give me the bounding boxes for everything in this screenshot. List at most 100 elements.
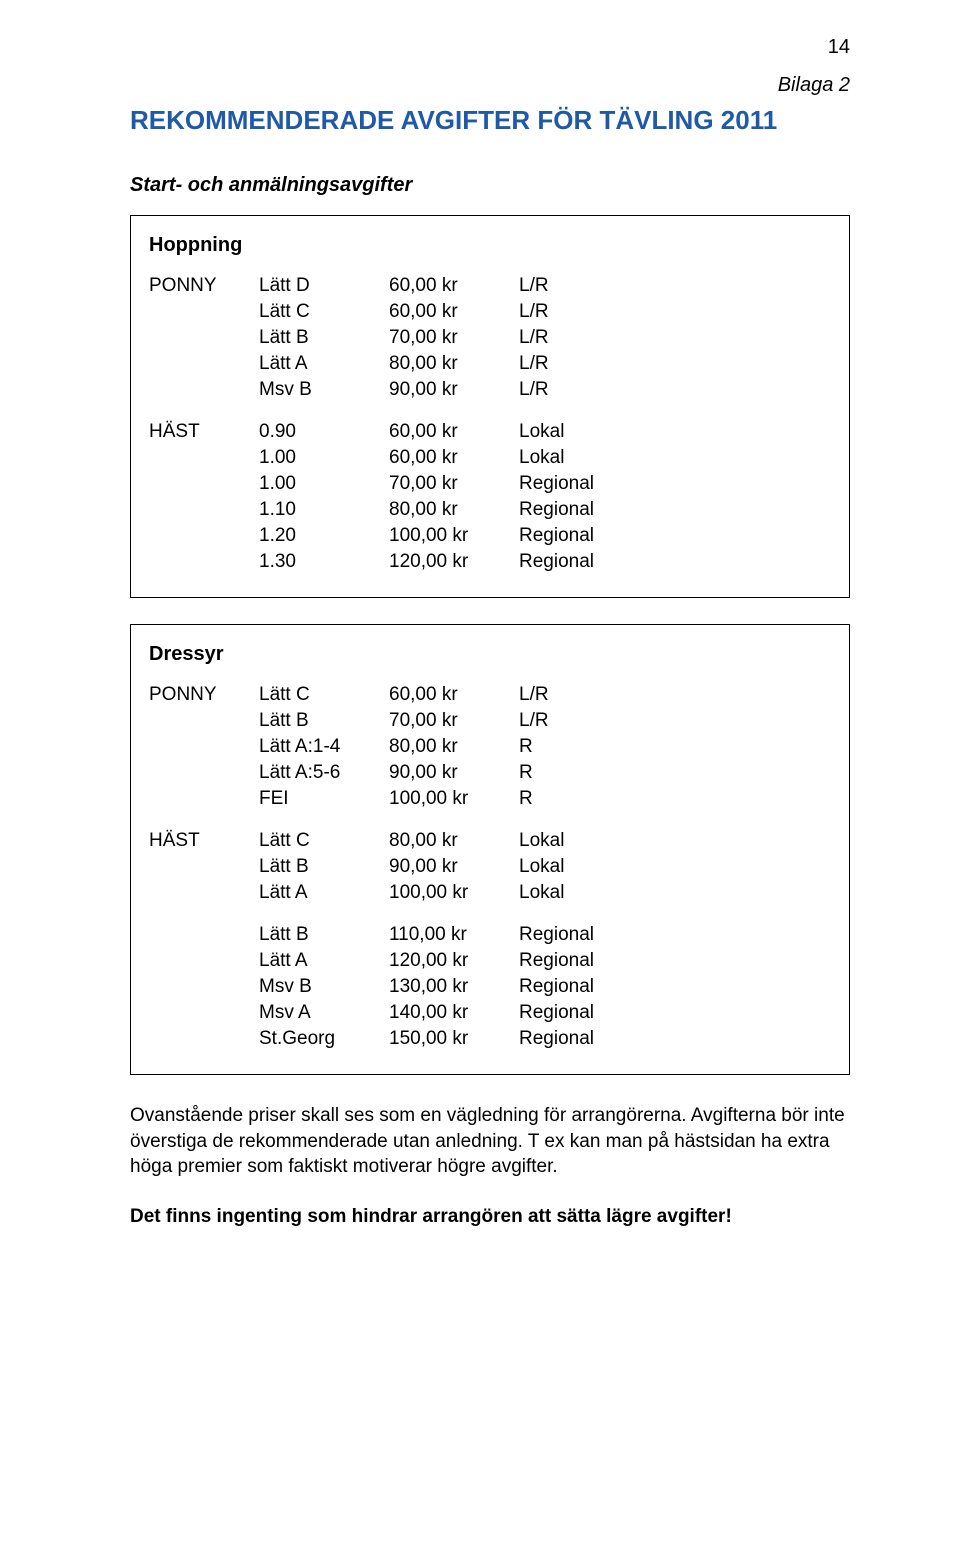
class-cell: FEI: [259, 786, 389, 812]
price-cell: 100,00 kr: [389, 523, 519, 549]
dressyr-table: PONNY Lätt C 60,00 kr L/R Lätt B 70,00 k…: [149, 682, 829, 1052]
table-row: Lätt A 100,00 kr Lokal: [149, 880, 829, 906]
price-cell: 90,00 kr: [389, 854, 519, 880]
table-row: Lätt B 70,00 kr L/R: [149, 708, 829, 734]
page-number: 14: [828, 36, 850, 59]
scope-cell: R: [519, 786, 829, 812]
scope-cell: R: [519, 760, 829, 786]
scope-cell: Regional: [519, 549, 829, 575]
scope-cell: Regional: [519, 523, 829, 549]
hoppning-heading: Hoppning: [149, 234, 829, 257]
scope-cell: Lokal: [519, 828, 829, 854]
class-cell: Lätt B: [259, 922, 389, 948]
scope-cell: Lokal: [519, 419, 829, 445]
scope-cell: L/R: [519, 351, 829, 377]
price-cell: 60,00 kr: [389, 419, 519, 445]
table-row: Msv B 90,00 kr L/R: [149, 377, 829, 403]
hoppning-table: PONNY Lätt D 60,00 kr L/R Lätt C 60,00 k…: [149, 273, 829, 575]
table-row: 1.10 80,00 kr Regional: [149, 497, 829, 523]
price-cell: 130,00 kr: [389, 974, 519, 1000]
table-row: PONNY Lätt C 60,00 kr L/R: [149, 682, 829, 708]
class-cell: St.Georg: [259, 1026, 389, 1052]
table-row: 1.30 120,00 kr Regional: [149, 549, 829, 575]
class-cell: 1.20: [259, 523, 389, 549]
price-cell: 150,00 kr: [389, 1026, 519, 1052]
class-cell: Lätt C: [259, 828, 389, 854]
price-cell: 100,00 kr: [389, 880, 519, 906]
table-row: Msv A 140,00 kr Regional: [149, 1000, 829, 1026]
scope-cell: L/R: [519, 682, 829, 708]
class-cell: Lätt C: [259, 299, 389, 325]
dressyr-heading: Dressyr: [149, 643, 829, 666]
scope-cell: L/R: [519, 377, 829, 403]
table-row: Lätt A 120,00 kr Regional: [149, 948, 829, 974]
price-cell: 80,00 kr: [389, 734, 519, 760]
price-cell: 80,00 kr: [389, 351, 519, 377]
scope-cell: L/R: [519, 708, 829, 734]
scope-cell: Regional: [519, 1026, 829, 1052]
table-row: Lätt B 70,00 kr L/R: [149, 325, 829, 351]
price-cell: 80,00 kr: [389, 828, 519, 854]
price-cell: 70,00 kr: [389, 471, 519, 497]
price-cell: 60,00 kr: [389, 299, 519, 325]
table-row: Lätt A:1-4 80,00 kr R: [149, 734, 829, 760]
class-cell: Lätt D: [259, 273, 389, 299]
table-row: HÄST Lätt C 80,00 kr Lokal: [149, 828, 829, 854]
class-cell: 1.10: [259, 497, 389, 523]
price-cell: 70,00 kr: [389, 325, 519, 351]
class-cell: 1.30: [259, 549, 389, 575]
table-row: Lätt B 110,00 kr Regional: [149, 922, 829, 948]
class-cell: Lätt A: [259, 948, 389, 974]
scope-cell: L/R: [519, 299, 829, 325]
scope-cell: Regional: [519, 948, 829, 974]
table-row: 1.00 60,00 kr Lokal: [149, 445, 829, 471]
scope-cell: Regional: [519, 497, 829, 523]
scope-cell: L/R: [519, 325, 829, 351]
price-cell: 60,00 kr: [389, 273, 519, 299]
price-cell: 80,00 kr: [389, 497, 519, 523]
scope-cell: Regional: [519, 922, 829, 948]
table-row: PONNY Lätt D 60,00 kr L/R: [149, 273, 829, 299]
class-cell: Msv B: [259, 377, 389, 403]
group-label: PONNY: [149, 682, 259, 708]
closing-statement: Det finns ingenting som hindrar arrangör…: [130, 1204, 850, 1230]
document-subtitle: Start- och anmälningsavgifter: [130, 174, 850, 197]
class-cell: Lätt A:1-4: [259, 734, 389, 760]
price-cell: 110,00 kr: [389, 922, 519, 948]
class-cell: Lätt A: [259, 351, 389, 377]
scope-cell: R: [519, 734, 829, 760]
group-label: HÄST: [149, 419, 259, 445]
scope-cell: Lokal: [519, 445, 829, 471]
price-cell: 90,00 kr: [389, 377, 519, 403]
class-cell: Msv B: [259, 974, 389, 1000]
class-cell: Lätt C: [259, 682, 389, 708]
table-row: FEI 100,00 kr R: [149, 786, 829, 812]
price-cell: 60,00 kr: [389, 682, 519, 708]
table-row: Lätt C 60,00 kr L/R: [149, 299, 829, 325]
scope-cell: Regional: [519, 471, 829, 497]
group-label: PONNY: [149, 273, 259, 299]
table-row: Lätt B 90,00 kr Lokal: [149, 854, 829, 880]
table-row: Msv B 130,00 kr Regional: [149, 974, 829, 1000]
hoppning-box: Hoppning PONNY Lätt D 60,00 kr L/R Lätt …: [130, 215, 850, 598]
class-cell: Lätt A: [259, 880, 389, 906]
table-row: 1.00 70,00 kr Regional: [149, 471, 829, 497]
price-cell: 140,00 kr: [389, 1000, 519, 1026]
table-row: Lätt A 80,00 kr L/R: [149, 351, 829, 377]
price-cell: 70,00 kr: [389, 708, 519, 734]
table-row: HÄST 0.90 60,00 kr Lokal: [149, 419, 829, 445]
scope-cell: Regional: [519, 974, 829, 1000]
class-cell: Lätt B: [259, 325, 389, 351]
class-cell: 1.00: [259, 445, 389, 471]
document-title: REKOMMENDERADE AVGIFTER FÖR TÄVLING 2011: [130, 105, 850, 136]
class-cell: Lätt A:5-6: [259, 760, 389, 786]
price-cell: 120,00 kr: [389, 549, 519, 575]
guidance-paragraph: Ovanstående priser skall ses som en vägl…: [130, 1103, 850, 1180]
scope-cell: Regional: [519, 1000, 829, 1026]
class-cell: Lätt B: [259, 708, 389, 734]
scope-cell: Lokal: [519, 880, 829, 906]
scope-cell: L/R: [519, 273, 829, 299]
dressyr-box: Dressyr PONNY Lätt C 60,00 kr L/R Lätt B…: [130, 624, 850, 1075]
table-row: Lätt A:5-6 90,00 kr R: [149, 760, 829, 786]
class-cell: 0.90: [259, 419, 389, 445]
